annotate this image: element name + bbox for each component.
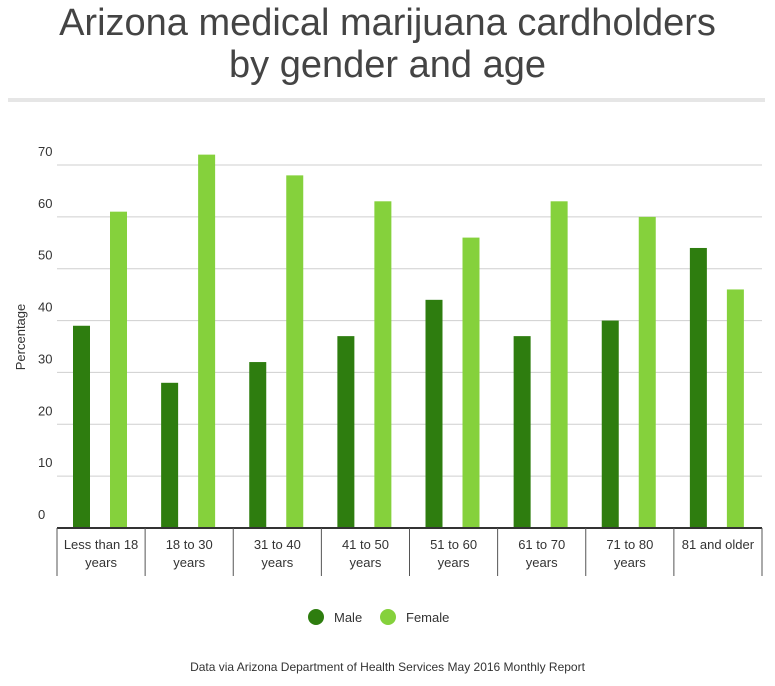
y-tick-label: 50 [38,248,52,263]
y-tick-label: 0 [38,507,45,522]
x-tick-label: 61 to 70 years [518,537,566,570]
x-tick-label: Less than 18 years [63,537,139,570]
bar [601,320,619,528]
legend-label: Female [406,610,449,625]
x-tick-label: 81 and older [681,537,755,552]
source-note: Data via Arizona Department of Health Se… [190,660,585,674]
x-tick-label: 31 to 40 years [253,537,301,570]
y-tick-label: 70 [38,144,52,159]
bar [462,237,480,528]
bar [726,289,744,528]
y-axis-label: Percentage [13,304,28,371]
chart-title: Arizona medical marijuana cardholders by… [59,2,716,86]
bar [73,325,90,528]
legend-swatch [308,609,324,625]
legend-label: Male [334,610,362,625]
bar [374,201,392,529]
bar [249,362,267,528]
bar [425,299,443,528]
y-tick-label: 20 [38,403,52,418]
bar [638,216,656,528]
bar [161,382,179,528]
title-rule [8,98,765,102]
bar [286,175,304,528]
bar [110,211,127,528]
bar [689,247,707,528]
x-tick-label: 71 to 80 years [606,537,654,570]
bar [198,154,216,528]
bar [337,336,355,528]
x-tick-label: 18 to 30 years [165,537,213,570]
legend-swatch [380,609,396,625]
x-tick-label: 41 to 50 years [341,537,389,570]
bar [550,201,568,529]
x-tick-label: 51 to 60 years [430,537,478,570]
y-tick-label: 40 [38,300,52,315]
y-tick-label: 10 [38,455,52,470]
y-tick-label: 60 [38,196,52,211]
bar [513,336,531,528]
y-tick-label: 30 [38,351,52,366]
